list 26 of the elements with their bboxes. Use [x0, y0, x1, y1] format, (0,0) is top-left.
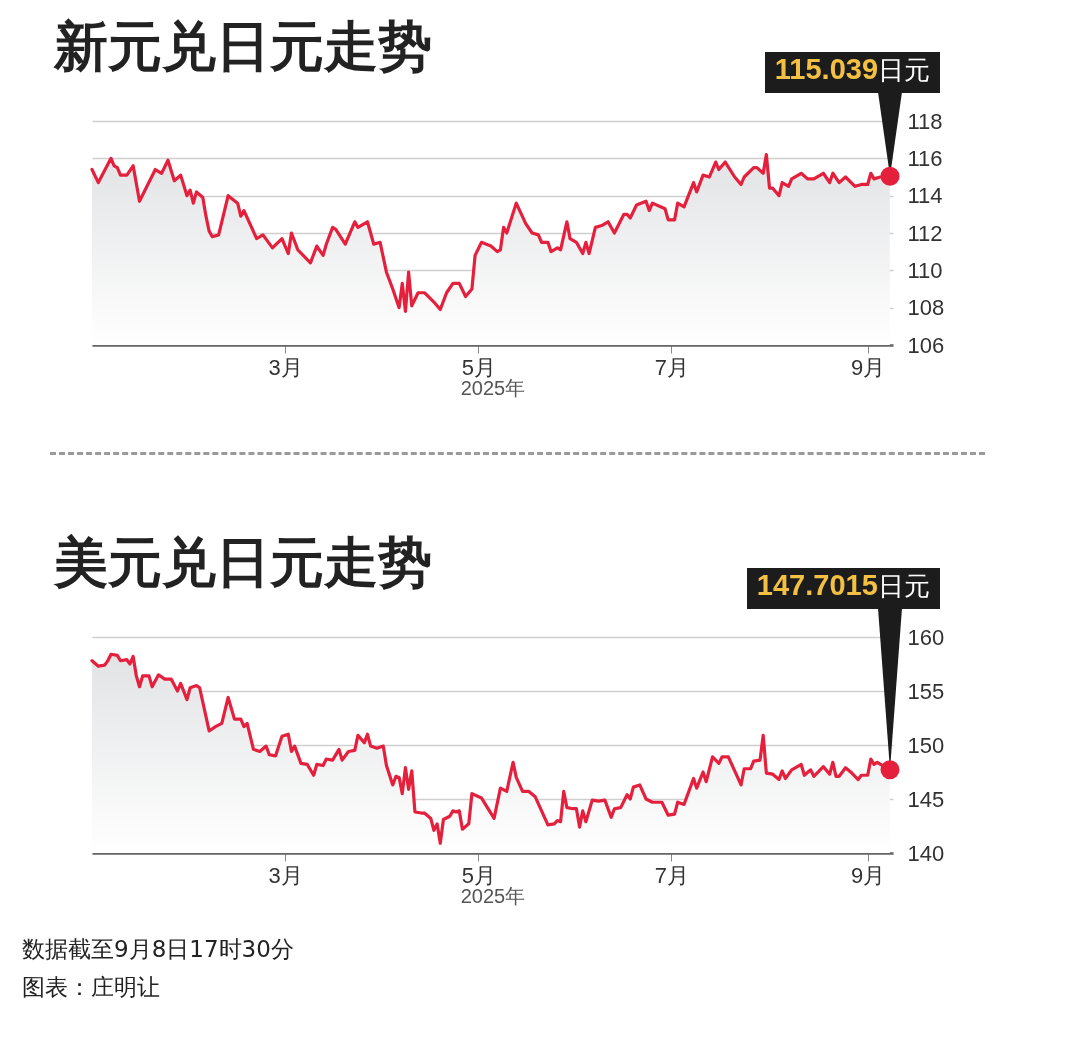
- x-tick-label: 3月: [268, 354, 303, 380]
- y-tick-label: 112: [907, 220, 943, 246]
- y-tick-label: 155: [907, 678, 945, 704]
- x-tick-label: 7月: [654, 862, 689, 888]
- y-tick-label: 106: [907, 332, 945, 358]
- y-tick-label: 160: [907, 624, 945, 650]
- y-tick-label: 140: [907, 840, 945, 866]
- y-tick-label: 150: [907, 732, 945, 758]
- annotation: 147.7015日元: [756, 569, 930, 601]
- y-tick-label: 118: [907, 108, 943, 134]
- chart-title: 新元兑日元走势: [53, 15, 432, 78]
- x-tick-label: 7月: [654, 354, 689, 380]
- chart-title: 美元兑日元走势: [53, 531, 432, 594]
- y-tick-label: 114: [907, 183, 943, 209]
- text: 数据截至9月8日17时30分: [22, 935, 294, 964]
- x-tick-label: 5月: [461, 354, 496, 380]
- y-tick-label: 110: [907, 257, 943, 283]
- annotation: 115.039日元: [774, 53, 931, 85]
- text: 图表：庄明让: [22, 973, 161, 1002]
- y-tick-label: 145: [907, 786, 945, 812]
- x-tick-label: 5月: [461, 862, 496, 888]
- x-tick-label: 9月: [851, 354, 886, 380]
- y-tick-label: 116: [907, 145, 943, 171]
- y-tick-label: 108: [907, 295, 945, 321]
- x-tick-label: 3月: [268, 862, 303, 888]
- x-tick-label: 9月: [851, 862, 886, 888]
